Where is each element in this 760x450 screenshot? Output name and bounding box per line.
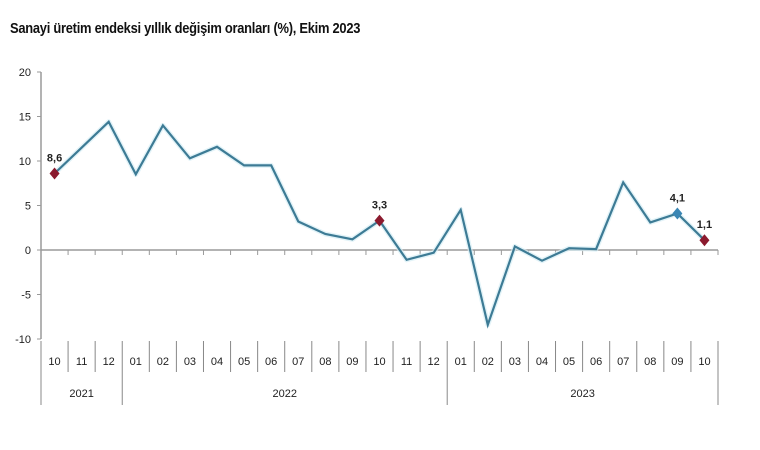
x-axis: 10 11 12 01 02 03 04 05 06 07 08 09 10 11 12 01 02 03 04 05… xyxy=(40,249,719,405)
x-category-label: 10 xyxy=(48,356,60,368)
diamond-marker-icon xyxy=(672,207,683,220)
data-label: 4,1 xyxy=(670,193,685,205)
y-tick-label: 5 xyxy=(25,201,31,213)
x-category-label: 03 xyxy=(509,356,521,368)
y-tick-label: -5 xyxy=(21,290,31,302)
diamond-marker-icon xyxy=(49,167,60,180)
year-label: 2022 xyxy=(272,388,296,400)
x-category-label: 05 xyxy=(238,356,250,368)
y-tick-label: 10 xyxy=(19,156,31,168)
x-category-label: 11 xyxy=(76,356,87,368)
x-category-label: 12 xyxy=(103,356,115,368)
x-category-label: 03 xyxy=(184,356,196,368)
y-tick-label: 20 xyxy=(19,67,31,79)
chart-title: Sanayi üretim endeksi yıllık değişim ora… xyxy=(10,20,361,37)
x-category-label: 08 xyxy=(319,356,331,368)
x-category-label: 04 xyxy=(211,356,223,368)
x-category-label: 01 xyxy=(130,356,142,368)
x-category-label: 07 xyxy=(292,356,304,368)
data-label: 8,6 xyxy=(47,152,62,164)
y-tick-label: 15 xyxy=(19,112,31,124)
x-category-label: 09 xyxy=(346,356,358,368)
year-label: 2023 xyxy=(570,388,594,400)
year-label: 2021 xyxy=(69,388,93,400)
x-category-label: 10 xyxy=(698,356,710,368)
x-category-label: 11 xyxy=(401,356,412,368)
x-category-label: 10 xyxy=(373,356,385,368)
x-category-label: 02 xyxy=(482,356,494,368)
x-category-label: 06 xyxy=(590,356,602,368)
x-category-label: 05 xyxy=(563,356,575,368)
x-category-label: 12 xyxy=(428,356,440,368)
data-label: 3,3 xyxy=(372,200,387,212)
x-category-label: 02 xyxy=(157,356,169,368)
x-category-label: 04 xyxy=(536,356,548,368)
y-tick-label: -10 xyxy=(15,334,31,346)
x-category-label: 09 xyxy=(671,356,683,368)
y-tick-label: 0 xyxy=(25,245,31,257)
x-category-label: 08 xyxy=(644,356,656,368)
diamond-marker-icon xyxy=(699,234,710,247)
data-label: 1,1 xyxy=(697,219,712,231)
diamond-marker-icon xyxy=(374,214,385,227)
y-axis: 20 15 10 5 0 -5 -10 xyxy=(15,67,42,346)
data-annotations: 8,6 3,3 4,1 1,1 xyxy=(47,152,712,247)
x-category-label: 07 xyxy=(617,356,629,368)
x-category-label: 01 xyxy=(455,356,467,368)
x-category-label: 06 xyxy=(265,356,277,368)
